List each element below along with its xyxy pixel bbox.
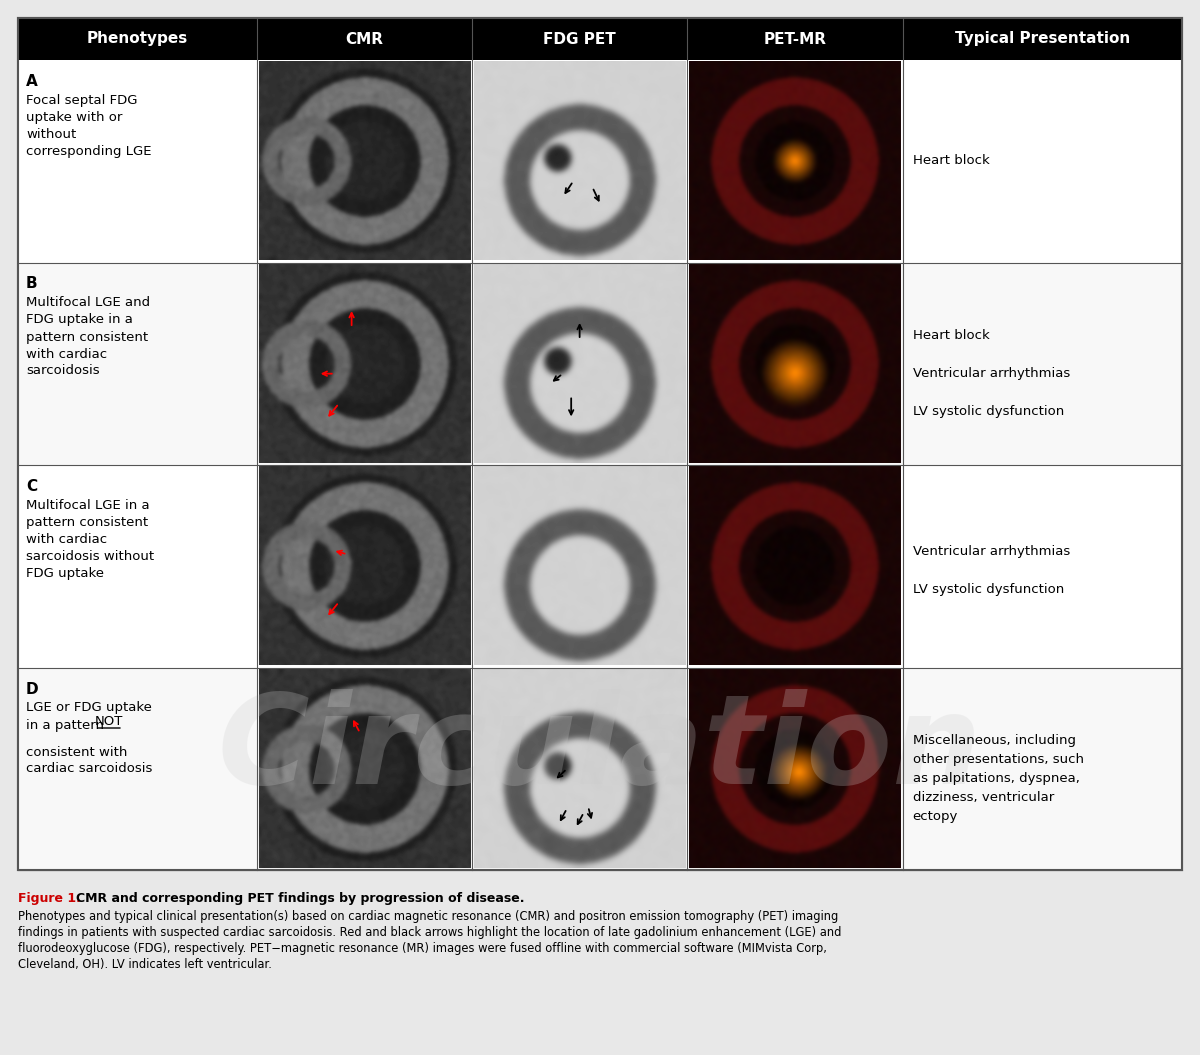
Bar <box>18 18 1182 60</box>
Text: findings in patients with suspected cardiac sarcoidosis. Red and black arrows hi: findings in patients with suspected card… <box>18 926 841 939</box>
Text: C: C <box>26 479 37 494</box>
Text: Phenotypes: Phenotypes <box>86 32 188 46</box>
Text: CMR and corresponding PET findings by progression of disease.: CMR and corresponding PET findings by pr… <box>76 891 524 905</box>
Text: Ventricular arrhythmias

LV systolic dysfunction: Ventricular arrhythmias LV systolic dysf… <box>913 545 1070 596</box>
Text: Cleveland, OH). LV indicates left ventricular.: Cleveland, OH). LV indicates left ventri… <box>18 958 272 971</box>
Bar <box>18 263 1182 465</box>
Text: Typical Presentation: Typical Presentation <box>955 32 1130 46</box>
Text: Heart block: Heart block <box>913 154 989 168</box>
Text: NOT: NOT <box>95 715 124 728</box>
Text: fluorodeoxyglucose (FDG), respectively. PET−magnetic resonance (MR) images were : fluorodeoxyglucose (FDG), respectively. … <box>18 942 827 955</box>
Text: LGE or FDG uptake
in a pattern: LGE or FDG uptake in a pattern <box>26 702 152 731</box>
Bar <box>18 668 1182 870</box>
Text: CMR: CMR <box>346 32 383 46</box>
Text: PET-MR: PET-MR <box>763 32 827 46</box>
Text: Phenotypes and typical clinical presentation(s) based on cardiac magnetic resona: Phenotypes and typical clinical presenta… <box>18 910 839 923</box>
Text: Heart block

Ventricular arrhythmias

LV systolic dysfunction: Heart block Ventricular arrhythmias LV s… <box>913 329 1070 418</box>
Bar <box>18 18 1182 870</box>
Bar <box>18 60 1182 263</box>
Text: D: D <box>26 682 38 696</box>
Text: Multifocal LGE and
FDG uptake in a
pattern consistent
with cardiac
sarcoidosis: Multifocal LGE and FDG uptake in a patte… <box>26 296 150 378</box>
Text: Figure 1.: Figure 1. <box>18 891 80 905</box>
Text: consistent with
cardiac sarcoidosis: consistent with cardiac sarcoidosis <box>26 729 152 775</box>
Text: A: A <box>26 74 37 89</box>
Text: Multifocal LGE in a
pattern consistent
with cardiac
sarcoidosis without
FDG upta: Multifocal LGE in a pattern consistent w… <box>26 499 154 580</box>
Bar <box>18 465 1182 668</box>
Text: Focal septal FDG
uptake with or
without
corresponding LGE: Focal septal FDG uptake with or without … <box>26 94 151 158</box>
Text: B: B <box>26 276 37 291</box>
Text: Circulation: Circulation <box>218 690 982 810</box>
Text: FDG PET: FDG PET <box>544 32 616 46</box>
Text: Miscellaneous, including
other presentations, such
as palpitations, dyspnea,
diz: Miscellaneous, including other presentat… <box>913 733 1084 823</box>
Bar <box>18 18 1182 870</box>
